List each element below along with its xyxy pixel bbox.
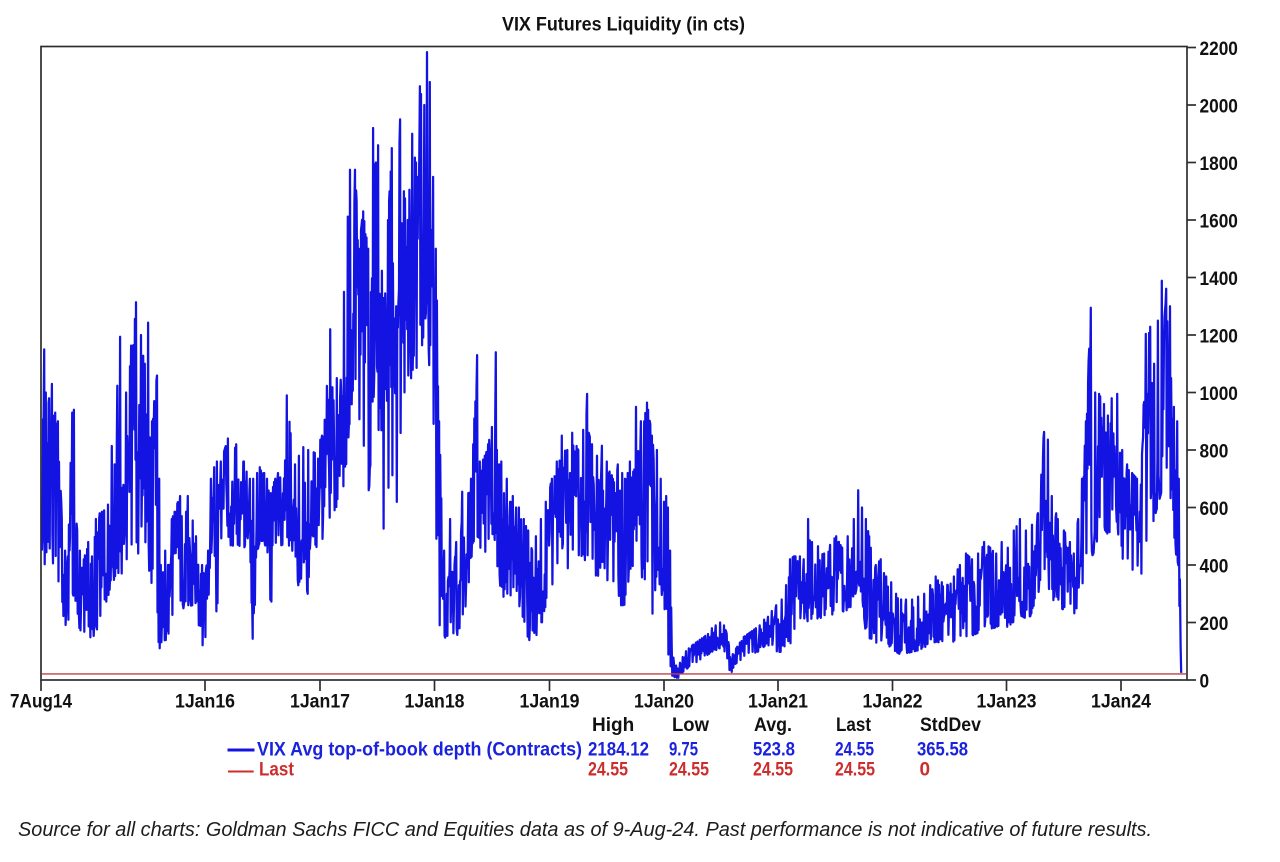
svg-text:VIX Avg top-of-book depth (Con: VIX Avg top-of-book depth (Contracts)	[257, 740, 582, 761]
svg-text:600: 600	[1200, 499, 1229, 520]
svg-text:1Jan16: 1Jan16	[175, 692, 235, 713]
svg-text:1400: 1400	[1200, 269, 1238, 290]
svg-text:0: 0	[920, 760, 931, 781]
svg-text:24.55: 24.55	[753, 760, 793, 781]
svg-text:2184.12: 2184.12	[588, 740, 649, 761]
svg-text:200: 200	[1200, 614, 1229, 635]
svg-text:2200: 2200	[1200, 39, 1238, 60]
svg-text:9.75: 9.75	[669, 740, 698, 761]
svg-text:1Jan18: 1Jan18	[405, 692, 465, 713]
svg-text:400: 400	[1200, 556, 1229, 577]
svg-text:1Jan23: 1Jan23	[977, 692, 1037, 713]
svg-text:1Jan22: 1Jan22	[863, 692, 923, 713]
svg-text:2000: 2000	[1200, 96, 1238, 117]
svg-text:High: High	[592, 715, 634, 736]
svg-text:Source for all charts: Goldman: Source for all charts: Goldman Sachs FIC…	[18, 818, 1152, 841]
svg-text:1Jan19: 1Jan19	[520, 692, 580, 713]
svg-text:24.55: 24.55	[835, 760, 875, 781]
svg-text:1600: 1600	[1200, 211, 1238, 232]
svg-text:Avg.: Avg.	[754, 715, 792, 736]
svg-text:7Aug14: 7Aug14	[10, 692, 72, 713]
svg-text:800: 800	[1200, 441, 1229, 462]
svg-text:1Jan17: 1Jan17	[290, 692, 350, 713]
svg-text:1Jan21: 1Jan21	[748, 692, 808, 713]
svg-text:1000: 1000	[1200, 384, 1238, 405]
svg-text:24.55: 24.55	[669, 760, 709, 781]
svg-text:1200: 1200	[1200, 326, 1238, 347]
svg-text:1Jan20: 1Jan20	[634, 692, 694, 713]
svg-text:Last: Last	[259, 760, 295, 781]
svg-text:1800: 1800	[1200, 154, 1238, 175]
svg-text:Low: Low	[672, 715, 709, 736]
svg-text:0: 0	[1200, 671, 1210, 692]
svg-text:1Jan24: 1Jan24	[1091, 692, 1151, 713]
svg-text:365.58: 365.58	[917, 740, 968, 761]
svg-text:523.8: 523.8	[753, 740, 795, 761]
svg-text:24.55: 24.55	[588, 760, 628, 781]
svg-text:VIX Futures Liquidity (in cts): VIX Futures Liquidity (in cts)	[502, 15, 745, 36]
svg-text:Last: Last	[836, 715, 872, 736]
svg-text:StdDev: StdDev	[920, 715, 981, 736]
svg-text:24.55: 24.55	[835, 740, 874, 761]
